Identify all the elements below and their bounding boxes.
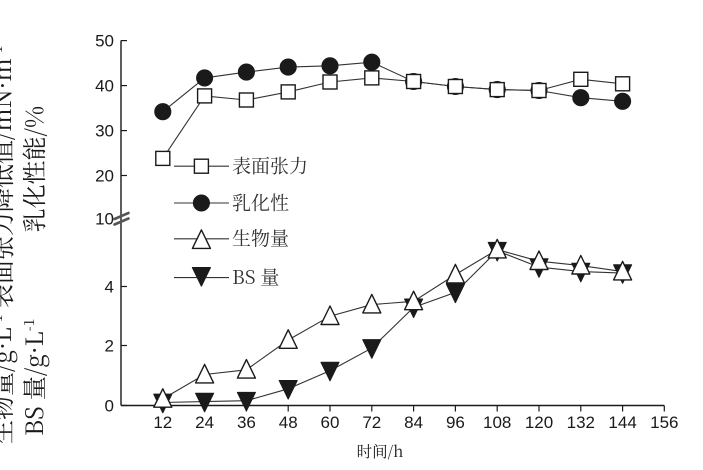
svg-text:24: 24 <box>195 413 214 432</box>
svg-text:156: 156 <box>650 413 678 432</box>
svg-text:144: 144 <box>608 413 636 432</box>
svg-text:10: 10 <box>95 210 114 229</box>
svg-text:乳化性: 乳化性 <box>232 188 289 215</box>
svg-text:72: 72 <box>362 413 381 432</box>
svg-text:12: 12 <box>153 413 172 432</box>
svg-text:40: 40 <box>95 77 114 96</box>
svg-text:30: 30 <box>95 122 114 141</box>
svg-text:48: 48 <box>279 413 298 432</box>
svg-text:60: 60 <box>321 413 340 432</box>
svg-text:36: 36 <box>237 413 256 432</box>
svg-text:BS 量: BS 量 <box>232 263 279 290</box>
svg-text:96: 96 <box>446 413 465 432</box>
svg-text:2: 2 <box>105 337 114 356</box>
svg-text:84: 84 <box>404 413 423 432</box>
svg-text:生物量: 生物量 <box>232 224 289 251</box>
svg-text:时间/h: 时间/h <box>357 440 404 462</box>
svg-text:0: 0 <box>105 397 114 416</box>
svg-text:4: 4 <box>105 278 114 297</box>
svg-text:120: 120 <box>525 413 553 432</box>
svg-text:132: 132 <box>567 413 595 432</box>
svg-text:表面张力: 表面张力 <box>232 152 308 179</box>
svg-text:20: 20 <box>95 167 114 186</box>
svg-text:50: 50 <box>95 32 114 51</box>
svg-text:108: 108 <box>483 413 511 432</box>
